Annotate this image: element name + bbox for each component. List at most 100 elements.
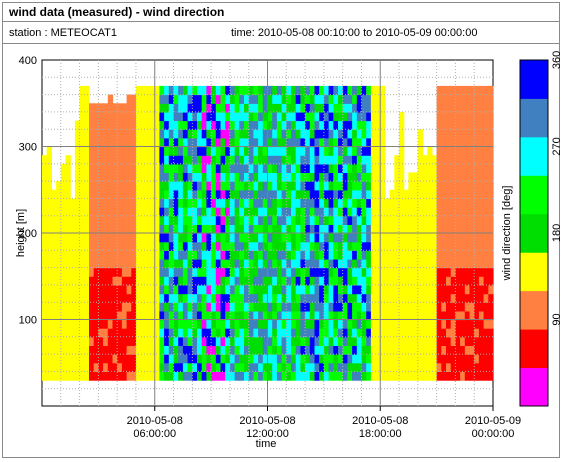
heatmap-cell <box>272 276 278 286</box>
heatmap-cell <box>121 241 128 251</box>
heatmap-cell <box>168 233 175 243</box>
heatmap-cell <box>347 328 353 338</box>
heatmap-cell <box>474 103 480 113</box>
heatmap-cell <box>272 172 278 182</box>
heatmap-cell <box>375 146 381 156</box>
heatmap-cell <box>258 163 264 173</box>
heatmap-cell <box>164 146 170 156</box>
heatmap-cell <box>168 319 175 329</box>
heatmap-cell <box>286 319 292 329</box>
heatmap-cell <box>103 181 109 191</box>
heatmap-cell <box>164 111 170 122</box>
heatmap-cell <box>384 276 391 286</box>
heatmap-cell <box>272 362 278 372</box>
heatmap-cell <box>408 181 414 191</box>
heatmap-cell <box>197 172 203 182</box>
heatmap-cell <box>126 198 132 208</box>
heatmap-cell <box>173 302 179 312</box>
heatmap-cell <box>46 284 52 295</box>
heatmap-cell <box>136 137 142 148</box>
heatmap-cell <box>220 302 226 312</box>
heatmap-cell <box>314 103 320 113</box>
heatmap-cell <box>234 267 240 277</box>
heatmap-cell <box>192 267 198 277</box>
heatmap-cell <box>126 224 132 234</box>
chart-title: wind data (measured) - wind direction <box>3 3 559 22</box>
heatmap-cell <box>267 336 273 346</box>
heatmap-cell <box>121 354 128 364</box>
heatmap-cell <box>375 181 381 191</box>
heatmap-cell <box>197 371 203 381</box>
heatmap-cell <box>399 276 405 286</box>
heatmap-cell <box>436 371 442 381</box>
heatmap-cell <box>295 155 301 165</box>
heatmap-cell <box>394 259 400 269</box>
heatmap-cell <box>338 345 344 355</box>
heatmap-cell <box>234 172 240 182</box>
heatmap-cell <box>328 155 334 165</box>
heatmap-cell <box>455 241 461 251</box>
heatmap-cell <box>154 250 161 260</box>
heatmap-cell <box>267 302 273 312</box>
heatmap-cell <box>399 284 405 295</box>
heatmap-cell <box>234 284 240 295</box>
heatmap-cell <box>262 94 269 104</box>
heatmap-cell <box>272 129 278 139</box>
heatmap-cell <box>417 319 424 329</box>
heatmap-cell <box>309 215 316 225</box>
heatmap-cell <box>314 224 320 234</box>
heatmap-cell <box>323 120 330 130</box>
heatmap-cell <box>403 233 409 243</box>
heatmap-cell <box>84 120 90 130</box>
heatmap-cell <box>126 163 132 173</box>
heatmap-cell <box>150 362 156 372</box>
heatmap-cell <box>262 146 269 156</box>
heatmap-cell <box>352 310 358 321</box>
heatmap-cell <box>173 111 179 122</box>
heatmap-cell <box>46 328 52 338</box>
heatmap-cell <box>187 259 193 269</box>
heatmap-cell <box>46 224 52 234</box>
heatmap-cell <box>394 345 400 355</box>
heatmap-cell <box>164 189 170 200</box>
heatmap-cell <box>197 189 203 200</box>
heatmap-cell <box>352 328 358 338</box>
heatmap-cell <box>286 345 292 355</box>
heatmap-cell <box>319 181 325 191</box>
heatmap-cell <box>464 362 471 372</box>
heatmap-cell <box>455 319 461 329</box>
heatmap-cell <box>469 215 475 225</box>
heatmap-cell <box>258 284 264 295</box>
heatmap-cell <box>131 233 137 243</box>
heatmap-cell <box>253 293 259 303</box>
heatmap-cell <box>211 259 217 269</box>
heatmap-cell <box>309 120 316 130</box>
heatmap-cell <box>370 336 377 346</box>
heatmap-cell <box>427 198 433 208</box>
heatmap-cell <box>51 302 57 312</box>
heatmap-cell <box>305 163 311 173</box>
heatmap-cell <box>436 328 442 338</box>
heatmap-cell <box>192 328 198 338</box>
heatmap-cell <box>281 137 287 148</box>
heatmap-cell <box>403 276 409 286</box>
heatmap-cell <box>178 267 184 277</box>
heatmap-cell <box>356 267 363 277</box>
heatmap-cell <box>159 302 165 312</box>
heatmap-cell <box>478 85 485 96</box>
heatmap-cell <box>295 85 301 96</box>
heatmap-cell <box>197 137 203 148</box>
heatmap-cell <box>488 302 494 312</box>
heatmap-cell <box>347 198 353 208</box>
heatmap-cell <box>474 155 480 165</box>
heatmap-cell <box>408 172 414 182</box>
heatmap-cell <box>121 233 128 243</box>
heatmap-cell <box>347 103 353 113</box>
heatmap-cell <box>281 259 287 269</box>
heatmap-cell <box>173 319 179 329</box>
heatmap-cell <box>427 354 433 364</box>
heatmap-cell <box>328 198 334 208</box>
heatmap-cell <box>403 336 409 346</box>
heatmap-cell <box>394 293 400 303</box>
heatmap-cell <box>154 215 161 225</box>
